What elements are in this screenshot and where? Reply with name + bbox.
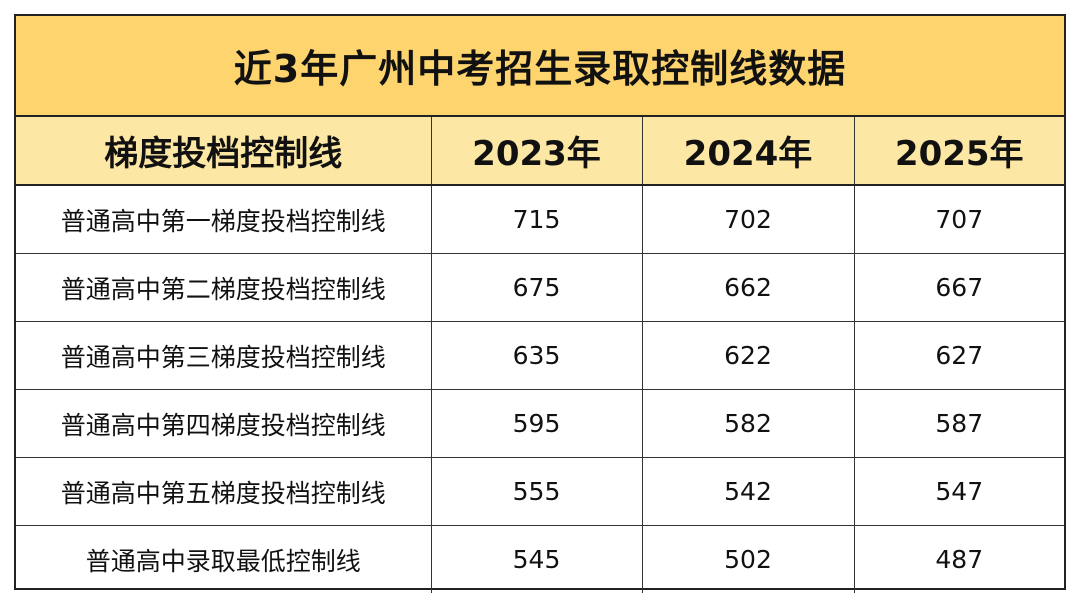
score-table: 梯度投档控制线 2023年 2024年 2025年 普通高中第一梯度投档控制线 … [16, 117, 1064, 593]
row-label: 普通高中录取最低控制线 [16, 525, 432, 593]
row-label: 普通高中第一梯度投档控制线 [16, 184, 432, 254]
table-row: 普通高中第二梯度投档控制线 675 662 667 [16, 253, 1064, 322]
score-cell: 555 [430, 457, 643, 526]
row-label: 普通高中第三梯度投档控制线 [16, 321, 432, 390]
table-row: 普通高中第四梯度投档控制线 595 582 587 [16, 389, 1064, 458]
row-label: 普通高中第五梯度投档控制线 [16, 457, 432, 526]
score-cell: 542 [641, 457, 855, 526]
column-header-year-2025: 2025年 [853, 117, 1064, 186]
score-cell: 662 [641, 253, 855, 322]
score-cell: 702 [641, 184, 855, 254]
table-row: 普通高中第五梯度投档控制线 555 542 547 [16, 457, 1064, 526]
score-cell: 667 [853, 253, 1064, 322]
score-cell: 627 [853, 321, 1064, 390]
score-cell: 675 [430, 253, 643, 322]
score-cell: 582 [641, 389, 855, 458]
table-row: 普通高中第三梯度投档控制线 635 622 627 [16, 321, 1064, 390]
table-row: 普通高中录取最低控制线 545 502 487 [16, 525, 1064, 593]
score-cell: 595 [430, 389, 643, 458]
row-label: 普通高中第二梯度投档控制线 [16, 253, 432, 322]
score-cell: 547 [853, 457, 1064, 526]
table-header-row: 梯度投档控制线 2023年 2024年 2025年 [16, 117, 1064, 186]
score-cell: 502 [641, 525, 855, 593]
score-cell: 635 [430, 321, 643, 390]
score-cell: 587 [853, 389, 1064, 458]
column-header-year-2023: 2023年 [430, 117, 643, 186]
score-cell: 715 [430, 184, 643, 254]
score-cell: 622 [641, 321, 855, 390]
column-header-year-2024: 2024年 [641, 117, 855, 186]
score-table-card: 近3年广州中考招生录取控制线数据 梯度投档控制线 2023年 2024年 202… [14, 14, 1066, 593]
score-cell: 487 [853, 525, 1064, 593]
title-bar: 近3年广州中考招生录取控制线数据 [16, 16, 1064, 117]
score-cell: 545 [430, 525, 643, 593]
row-label: 普通高中第四梯度投档控制线 [16, 389, 432, 458]
score-cell: 707 [853, 184, 1064, 254]
page-title: 近3年广州中考招生录取控制线数据 [233, 47, 847, 91]
table-row: 普通高中第一梯度投档控制线 715 702 707 [16, 184, 1064, 254]
column-header-label: 梯度投档控制线 [16, 117, 432, 186]
